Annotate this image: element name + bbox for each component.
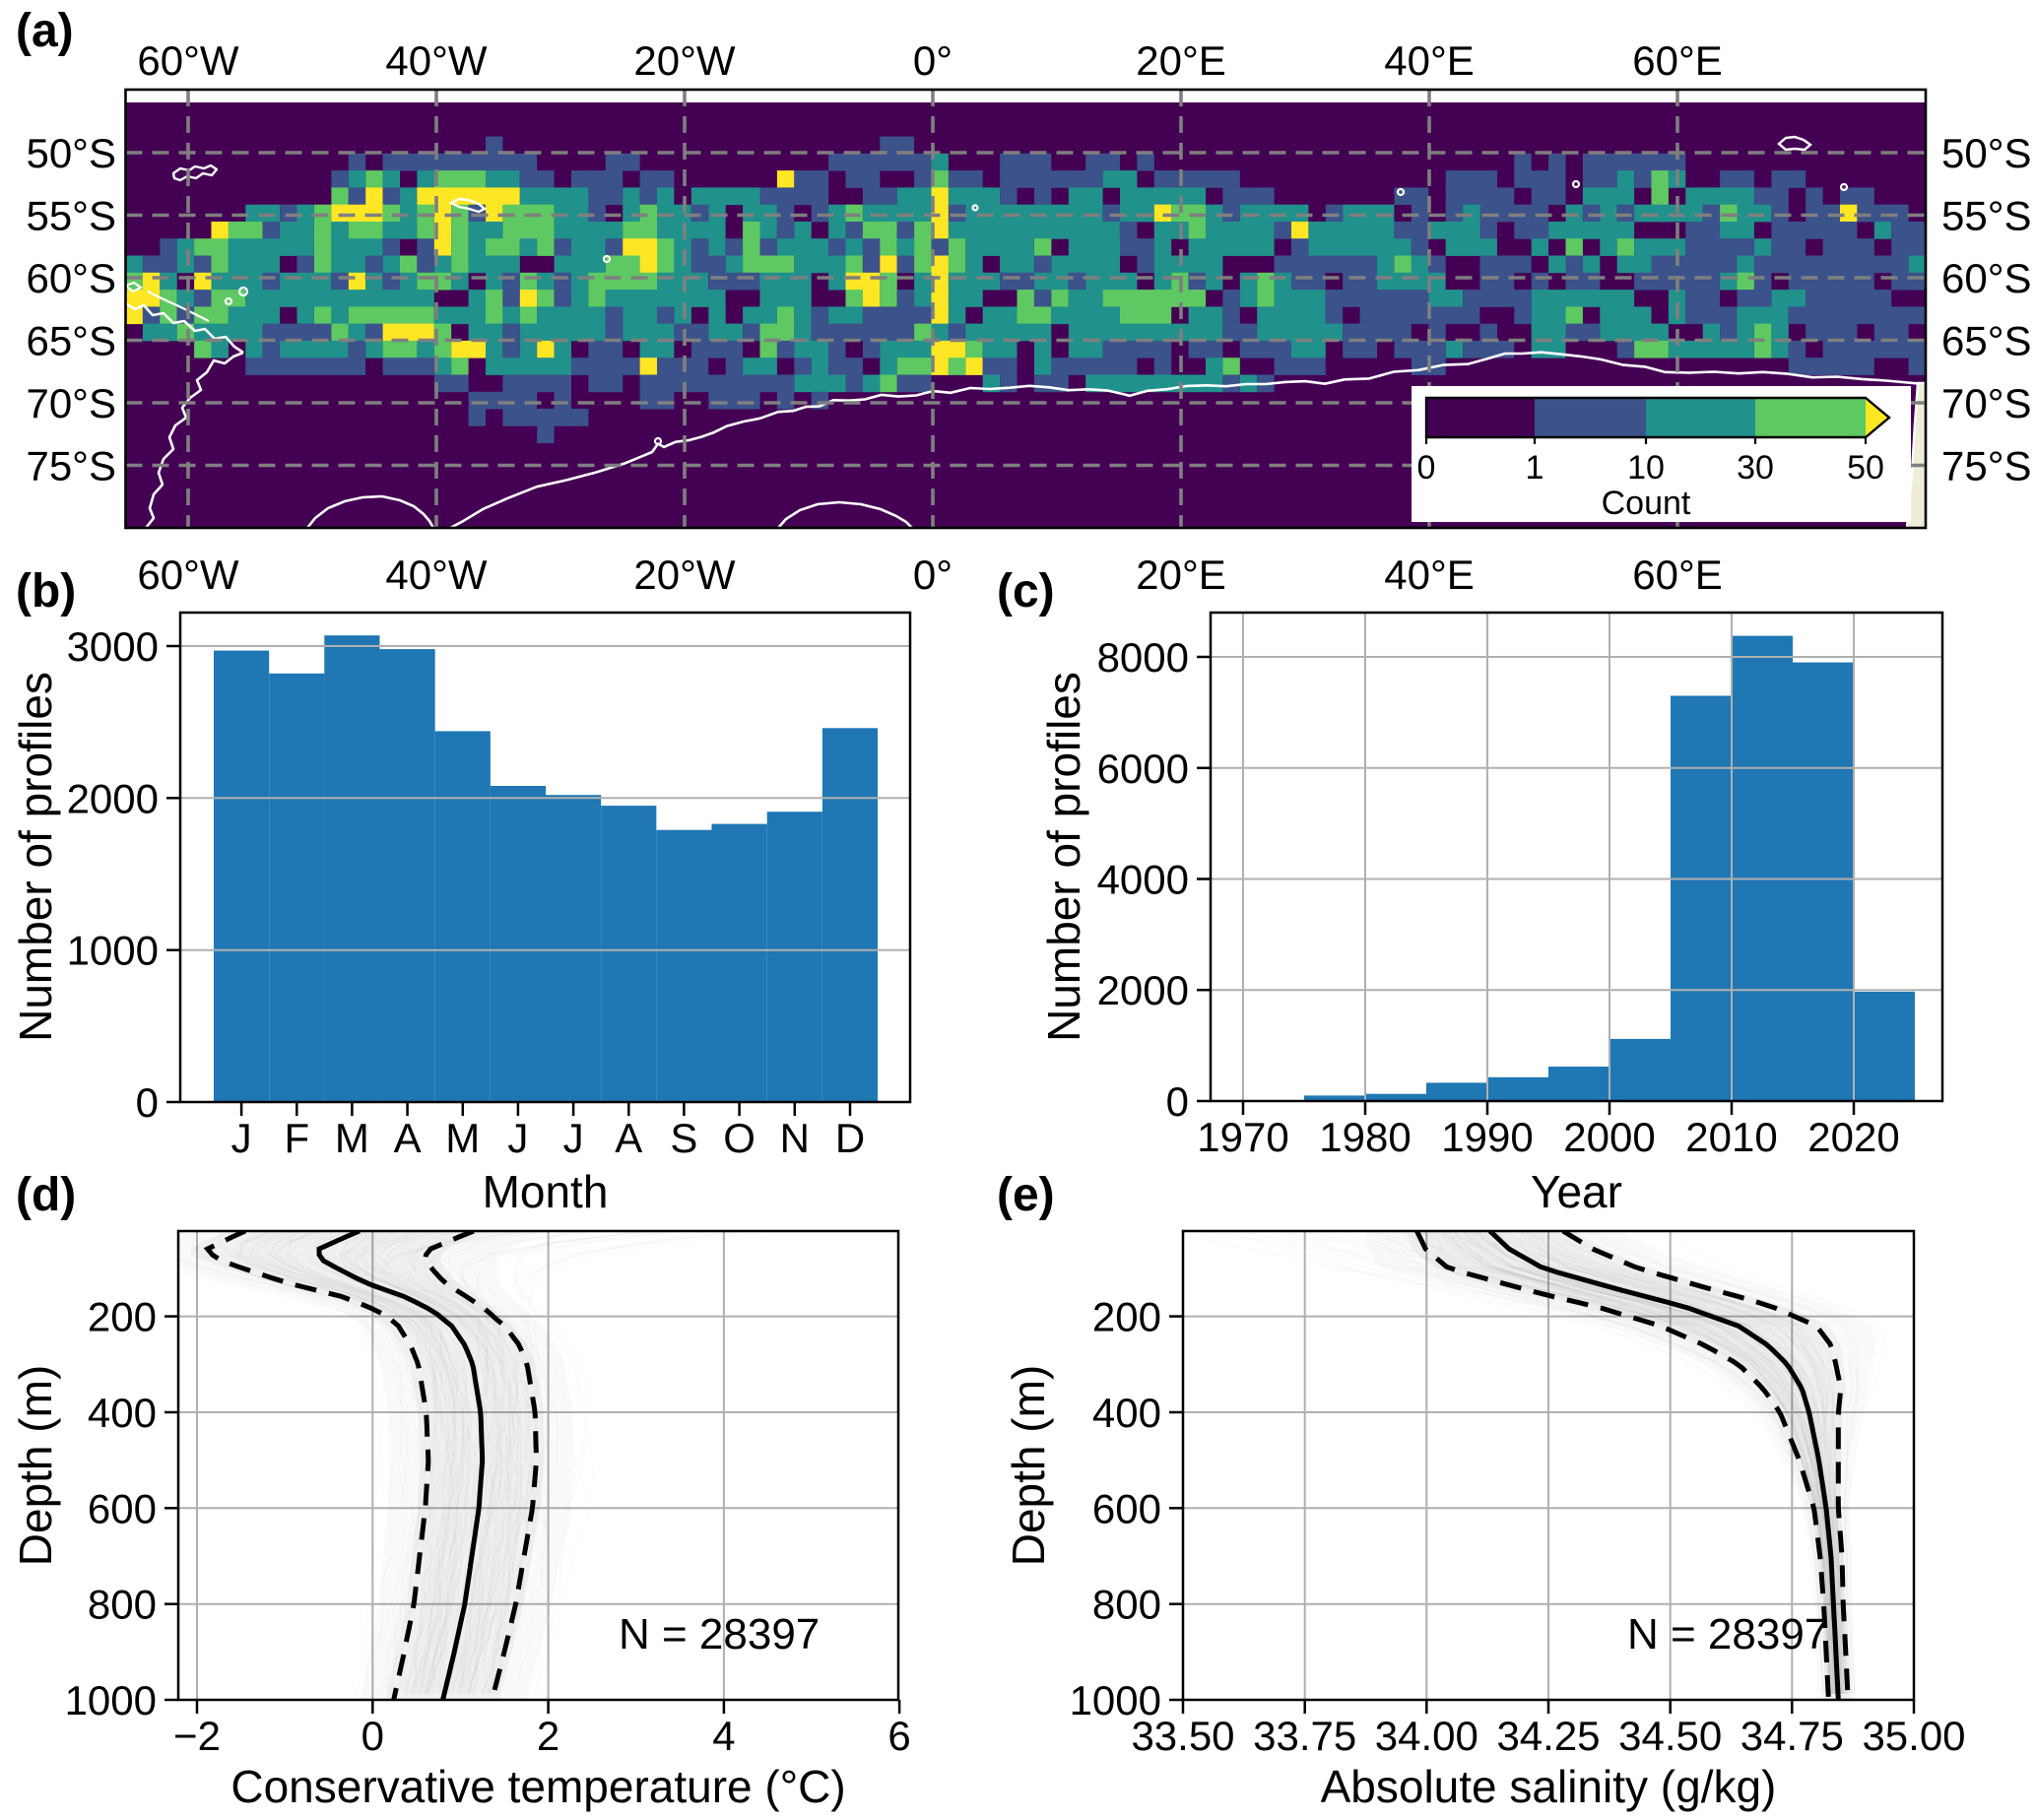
svg-text:60°W: 60°W xyxy=(137,552,239,598)
svg-text:75°S: 75°S xyxy=(1941,443,2032,489)
svg-text:34.50: 34.50 xyxy=(1618,1713,1722,1759)
svg-text:60°E: 60°E xyxy=(1632,37,1723,84)
svg-text:1970: 1970 xyxy=(1197,1114,1288,1160)
svg-text:800: 800 xyxy=(88,1582,157,1628)
svg-text:1000: 1000 xyxy=(1070,1677,1161,1723)
svg-text:O: O xyxy=(723,1115,755,1161)
svg-text:40°W: 40°W xyxy=(385,37,488,84)
svg-text:M: M xyxy=(335,1115,369,1161)
svg-text:2010: 2010 xyxy=(1685,1114,1777,1160)
svg-text:0°: 0° xyxy=(913,37,952,84)
svg-text:20°W: 20°W xyxy=(633,552,736,598)
svg-text:50°S: 50°S xyxy=(1941,130,2032,176)
svg-text:60°W: 60°W xyxy=(137,37,239,84)
svg-text:N = 28397: N = 28397 xyxy=(1627,1610,1828,1658)
svg-text:2: 2 xyxy=(537,1713,559,1759)
svg-text:10: 10 xyxy=(1627,449,1665,487)
svg-text:J: J xyxy=(231,1115,252,1161)
svg-text:20°E: 20°E xyxy=(1136,37,1226,84)
svg-text:70°S: 70°S xyxy=(26,380,116,426)
svg-text:34.00: 34.00 xyxy=(1375,1713,1478,1759)
svg-text:55°S: 55°S xyxy=(1941,193,2032,239)
svg-text:400: 400 xyxy=(88,1390,157,1436)
svg-text:50: 50 xyxy=(1847,449,1884,487)
svg-text:65°S: 65°S xyxy=(26,318,116,364)
svg-text:Depth (m): Depth (m) xyxy=(1003,1365,1054,1566)
svg-text:1980: 1980 xyxy=(1319,1114,1411,1160)
svg-text:3000: 3000 xyxy=(67,623,159,670)
svg-text:2020: 2020 xyxy=(1807,1114,1899,1160)
svg-text:35.00: 35.00 xyxy=(1862,1713,1965,1759)
svg-text:30: 30 xyxy=(1737,449,1774,487)
svg-text:D: D xyxy=(835,1115,865,1161)
svg-text:2000: 2000 xyxy=(1563,1114,1655,1160)
svg-text:55°S: 55°S xyxy=(26,193,116,239)
svg-text:4: 4 xyxy=(712,1713,735,1759)
svg-text:4000: 4000 xyxy=(1097,857,1189,903)
svg-text:400: 400 xyxy=(1092,1390,1161,1436)
svg-text:60°E: 60°E xyxy=(1632,552,1723,598)
svg-text:(c): (c) xyxy=(997,565,1055,618)
svg-text:N = 28397: N = 28397 xyxy=(619,1610,820,1658)
svg-text:Number of profiles: Number of profiles xyxy=(1038,672,1089,1042)
svg-text:−2: −2 xyxy=(173,1713,221,1759)
svg-text:75°S: 75°S xyxy=(26,443,116,489)
svg-text:1000: 1000 xyxy=(65,1677,157,1723)
svg-text:Count: Count xyxy=(1602,485,1691,522)
svg-text:1: 1 xyxy=(1526,449,1544,487)
svg-text:20°W: 20°W xyxy=(633,37,736,84)
svg-text:200: 200 xyxy=(88,1294,157,1340)
svg-text:Year: Year xyxy=(1531,1166,1622,1217)
svg-text:34.75: 34.75 xyxy=(1740,1713,1844,1759)
svg-text:Month: Month xyxy=(483,1166,609,1217)
svg-text:J: J xyxy=(563,1115,584,1161)
svg-text:20°E: 20°E xyxy=(1136,552,1226,598)
svg-text:0: 0 xyxy=(136,1079,159,1126)
svg-text:60°S: 60°S xyxy=(26,255,116,301)
svg-text:40°W: 40°W xyxy=(385,552,488,598)
svg-text:65°S: 65°S xyxy=(1941,318,2032,364)
svg-text:800: 800 xyxy=(1092,1582,1161,1628)
svg-text:34.25: 34.25 xyxy=(1496,1713,1600,1759)
svg-text:70°S: 70°S xyxy=(1941,380,2032,426)
svg-text:(d): (d) xyxy=(16,1169,76,1221)
svg-text:1000: 1000 xyxy=(67,928,159,974)
svg-text:0: 0 xyxy=(1166,1078,1189,1125)
svg-text:2000: 2000 xyxy=(67,775,159,821)
svg-text:200: 200 xyxy=(1092,1294,1161,1340)
svg-text:60°S: 60°S xyxy=(1941,255,2032,301)
svg-text:40°E: 40°E xyxy=(1384,552,1475,598)
svg-text:A: A xyxy=(615,1115,642,1161)
svg-text:2000: 2000 xyxy=(1097,967,1189,1013)
svg-text:600: 600 xyxy=(1092,1485,1161,1531)
svg-text:50°S: 50°S xyxy=(26,130,116,176)
svg-text:6: 6 xyxy=(887,1713,910,1759)
svg-text:1990: 1990 xyxy=(1441,1114,1533,1160)
svg-text:33.75: 33.75 xyxy=(1253,1713,1356,1759)
svg-text:J: J xyxy=(507,1115,528,1161)
svg-text:M: M xyxy=(445,1115,480,1161)
svg-text:Absolute salinity (g/kg): Absolute salinity (g/kg) xyxy=(1321,1761,1777,1812)
svg-text:0: 0 xyxy=(361,1713,384,1759)
svg-text:600: 600 xyxy=(88,1485,157,1531)
svg-text:(a): (a) xyxy=(16,5,74,57)
svg-text:F: F xyxy=(284,1115,309,1161)
svg-text:8000: 8000 xyxy=(1097,634,1189,681)
svg-text:40°E: 40°E xyxy=(1384,37,1475,84)
svg-text:S: S xyxy=(670,1115,697,1161)
svg-text:0: 0 xyxy=(1417,449,1436,487)
svg-text:(e): (e) xyxy=(997,1169,1055,1221)
svg-text:0°: 0° xyxy=(913,552,952,598)
svg-text:Conservative temperature (°C): Conservative temperature (°C) xyxy=(230,1761,845,1812)
svg-text:N: N xyxy=(780,1115,810,1161)
svg-text:6000: 6000 xyxy=(1097,746,1189,792)
svg-text:(b): (b) xyxy=(16,565,76,618)
svg-text:33.50: 33.50 xyxy=(1131,1713,1234,1759)
svg-text:A: A xyxy=(394,1115,422,1161)
svg-text:Number of profiles: Number of profiles xyxy=(10,672,61,1042)
svg-text:Depth (m): Depth (m) xyxy=(10,1365,61,1566)
